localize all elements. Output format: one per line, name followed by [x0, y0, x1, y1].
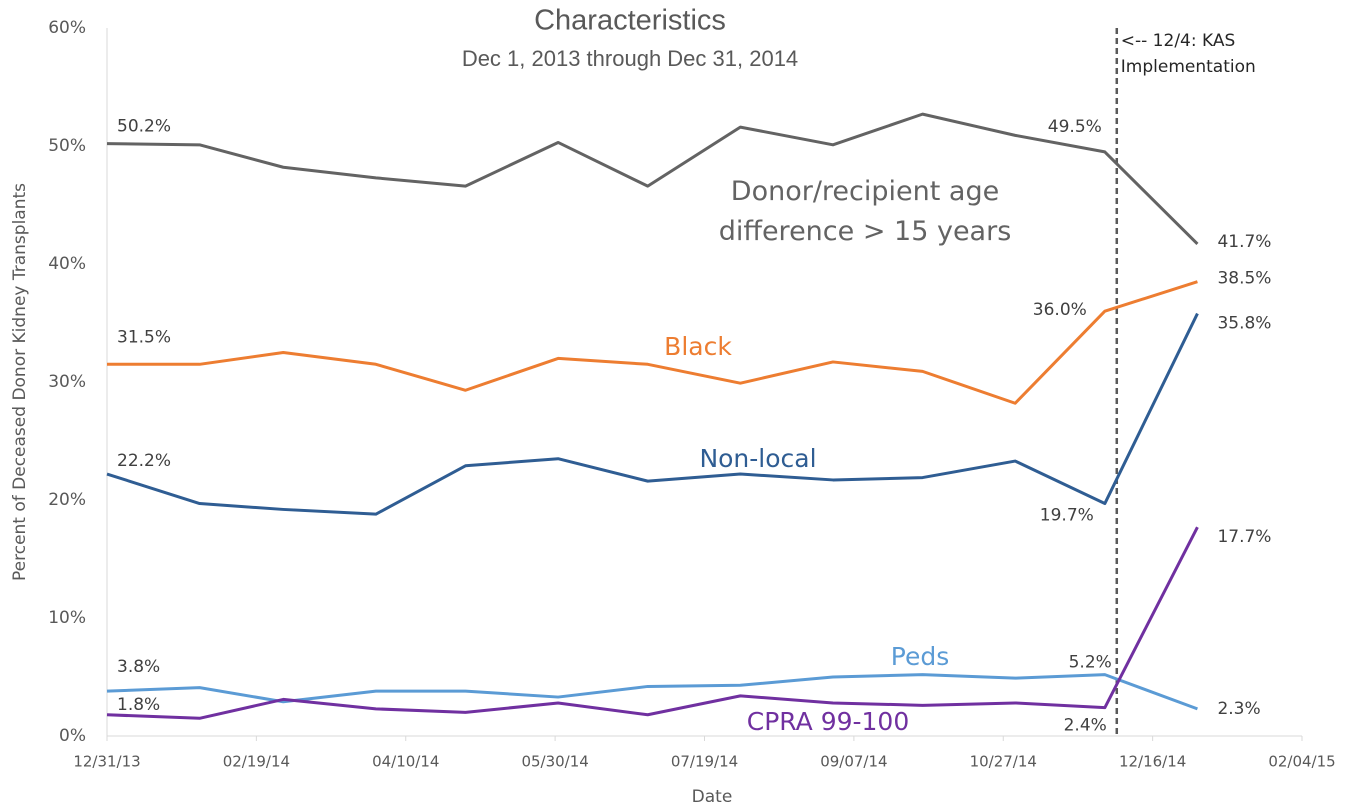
- data-label: 2.4%: [1064, 716, 1107, 736]
- series-line: [106, 112, 1199, 246]
- series-name: CPRA 99-100: [746, 707, 910, 737]
- data-label: 1.8%: [117, 695, 160, 715]
- data-label: 41.7%: [1217, 232, 1271, 252]
- data-label: 2.3%: [1217, 699, 1260, 719]
- x-tick-label: 05/30/14: [521, 753, 588, 771]
- y-tick-label: 0%: [59, 726, 86, 746]
- data-label: 49.5%: [1048, 117, 1102, 137]
- x-tick-label: 02/04/15: [1268, 753, 1335, 771]
- series-line: [107, 280, 1198, 405]
- y-tick-label: 40%: [48, 254, 86, 274]
- series-line: [106, 312, 1199, 516]
- data-label: 19.7%: [1040, 506, 1094, 526]
- x-tick-label: 02/19/14: [223, 753, 290, 771]
- chart-subtitle: Dec 1, 2013 through Dec 31, 2014: [462, 46, 798, 71]
- series-name: Non-local: [699, 444, 817, 474]
- y-tick-label: 60%: [48, 18, 86, 38]
- y-tick-label: 30%: [48, 372, 86, 392]
- y-axis-label: Percent of Deceased Donor Kidney Transpl…: [10, 183, 30, 581]
- x-tick-label: 12/31/13: [73, 753, 140, 771]
- data-label: 22.2%: [117, 451, 171, 471]
- series-line: [106, 526, 1199, 720]
- kas-annotation: <-- 12/4: KAS Implementation: [1120, 31, 1256, 78]
- x-tick-label: 10/27/14: [970, 753, 1037, 771]
- data-label: 50.2%: [117, 117, 171, 137]
- y-tick-label: 20%: [48, 490, 86, 510]
- x-tick-label: 04/10/14: [372, 753, 439, 771]
- data-label: 5.2%: [1069, 653, 1112, 673]
- series-line: [106, 673, 1198, 711]
- series-name: Peds: [890, 642, 950, 672]
- data-label: 36.0%: [1033, 300, 1087, 320]
- series-name: Donor/recipient age difference > 15 year…: [718, 175, 1012, 248]
- chart-title: Characteristics: [534, 5, 726, 37]
- y-tick-label: 10%: [48, 608, 86, 628]
- data-label: 38.5%: [1217, 269, 1271, 289]
- y-tick-label: 50%: [48, 136, 86, 156]
- x-tick-label: 12/16/14: [1119, 753, 1186, 771]
- x-tick-label: 09/07/14: [820, 753, 887, 771]
- series-name: Black: [664, 332, 732, 362]
- data-label: 17.7%: [1217, 527, 1271, 547]
- data-label: 31.5%: [117, 327, 171, 347]
- data-label: 3.8%: [117, 657, 160, 677]
- x-tick-label: 07/19/14: [671, 753, 738, 771]
- x-axis-label: Date: [692, 787, 733, 807]
- data-label: 35.8%: [1217, 314, 1271, 334]
